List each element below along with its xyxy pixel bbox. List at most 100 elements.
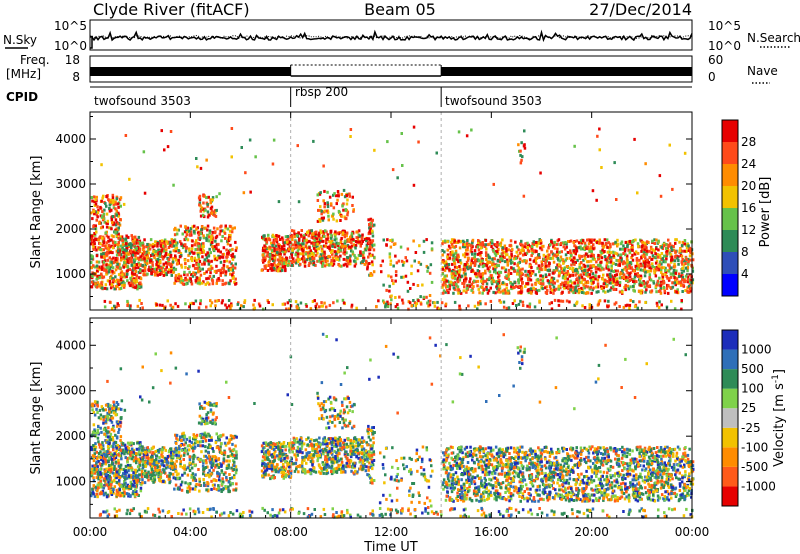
- power-cell: [538, 267, 542, 271]
- velocity-cell: [134, 471, 137, 475]
- power-cell: [654, 274, 658, 278]
- power-cell: [215, 269, 218, 273]
- power-cell: [286, 242, 290, 246]
- velocity-cell: [132, 459, 136, 463]
- power-cell: [488, 270, 492, 274]
- velocity-cell: [115, 488, 119, 492]
- velocity-cell: [120, 441, 123, 445]
- power-cell: [206, 228, 209, 232]
- velocity-cell: [107, 487, 111, 490]
- power-cell: [313, 238, 316, 242]
- power-cell: [617, 259, 621, 263]
- power-cell: [329, 249, 332, 252]
- power-cell: [614, 251, 617, 255]
- power-cell: [102, 212, 106, 216]
- power-cell: [680, 244, 684, 248]
- power-cell: [481, 241, 484, 244]
- power-cell: [97, 260, 101, 264]
- power-cell: [292, 257, 295, 261]
- power-cell: [573, 244, 576, 248]
- freq-label-line2: [MHz]: [6, 67, 41, 81]
- power-cell: [128, 259, 132, 263]
- power-cell: [517, 248, 520, 252]
- power-cell: [99, 242, 102, 246]
- power-cell: [105, 204, 108, 208]
- noise-traces: [89, 29, 693, 49]
- power-cell: [462, 253, 465, 257]
- power-cell: [671, 187, 674, 191]
- power-cell: [337, 192, 340, 196]
- power-cell: [648, 263, 651, 267]
- power-cell: [636, 191, 639, 195]
- power-cell: [211, 282, 215, 286]
- power-cell: [471, 290, 475, 294]
- power-cell: [334, 230, 337, 234]
- power-cell: [535, 242, 538, 246]
- power-cell: [354, 240, 358, 243]
- power-cell: [274, 263, 277, 267]
- power-cell: [329, 244, 332, 248]
- power-cell: [522, 194, 526, 198]
- power-cell: [337, 246, 341, 250]
- power-cell: [686, 257, 690, 261]
- power-cell: [539, 239, 543, 243]
- velocity-cell: [99, 470, 102, 474]
- power-cell: [674, 271, 677, 275]
- velocity-cell: [136, 478, 140, 482]
- power-cell: [571, 266, 575, 270]
- power-cell: [303, 264, 307, 268]
- power-cell: [158, 252, 162, 256]
- power-cell: [100, 267, 104, 271]
- power-cell: [520, 271, 523, 275]
- power-cell: [682, 283, 685, 287]
- power-cell: [212, 210, 215, 214]
- power-cell: [196, 251, 199, 255]
- power-cell: [170, 239, 174, 243]
- power-cell: [473, 304, 477, 308]
- power-cell: [271, 233, 275, 237]
- power-cell: [565, 265, 569, 268]
- power-cell: [188, 270, 191, 274]
- power-cell: [103, 244, 107, 248]
- power-cell: [368, 262, 371, 265]
- power-cell: [350, 232, 354, 236]
- power-cell: [683, 239, 687, 242]
- power-cell: [328, 255, 332, 259]
- power-cell: [341, 231, 345, 235]
- power-cell: [105, 241, 108, 245]
- power-cell: [111, 215, 115, 218]
- power-cell: [288, 307, 291, 311]
- power-cell: [217, 277, 220, 280]
- power-cell: [338, 258, 341, 262]
- power-cell: [606, 273, 609, 277]
- power-cell: [161, 257, 165, 261]
- power-cell: [515, 304, 518, 307]
- power-cell: [157, 248, 160, 252]
- power-cell: [452, 282, 455, 285]
- power-cell: [140, 258, 143, 262]
- power-cell: [127, 235, 130, 239]
- power-cell: [567, 287, 570, 291]
- power-cell: [318, 192, 322, 196]
- power-cell: [207, 276, 210, 280]
- power-cell: [650, 251, 654, 255]
- power-cell: [569, 288, 572, 292]
- power-cell: [95, 285, 99, 289]
- power-cell: [112, 256, 115, 260]
- power-cell: [281, 256, 284, 260]
- power-cell: [441, 272, 445, 276]
- power-cell: [211, 245, 214, 249]
- power-cell: [489, 276, 493, 280]
- power-cell: [202, 194, 205, 198]
- power-cell: [517, 261, 520, 265]
- power-cell: [596, 285, 600, 289]
- power-cell: [242, 305, 245, 309]
- power-cell: [444, 290, 447, 294]
- power-cell: [225, 248, 228, 252]
- power-cell: [489, 274, 493, 278]
- power-cell: [227, 251, 230, 255]
- power-cell: [471, 238, 475, 242]
- power-cell: [145, 262, 149, 266]
- power-cell: [320, 216, 324, 220]
- power-cell: [131, 235, 134, 239]
